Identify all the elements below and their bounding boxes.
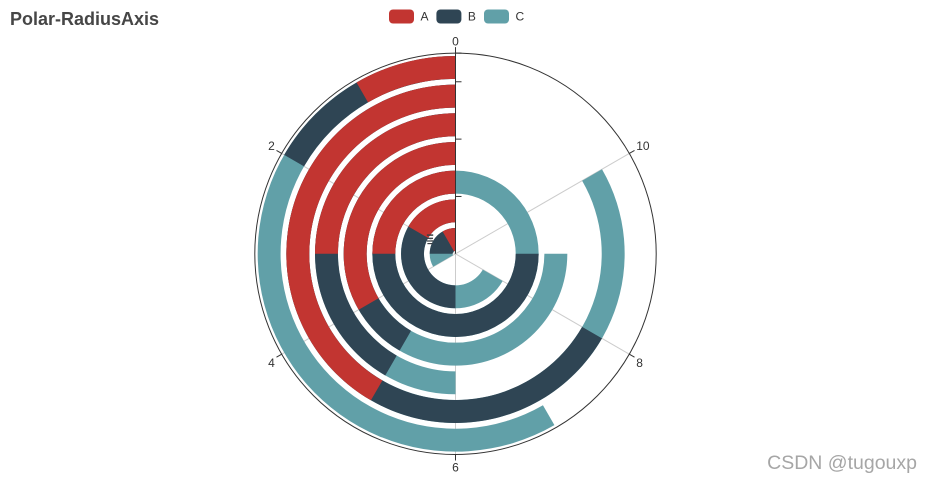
svg-text:0: 0 (452, 35, 459, 49)
svg-text:A: A (421, 10, 429, 24)
svg-text:10: 10 (636, 139, 650, 153)
svg-text:B: B (468, 10, 476, 24)
svg-text:6: 6 (452, 460, 459, 474)
svg-text:8: 8 (636, 356, 643, 370)
svg-text:CSDN @tugouxp: CSDN @tugouxp (767, 452, 917, 474)
svg-text:Polar-RadiusAxis: Polar-RadiusAxis (10, 9, 159, 29)
svg-text:C: C (516, 10, 525, 24)
svg-text:2: 2 (268, 139, 275, 153)
svg-text:4: 4 (268, 356, 275, 370)
